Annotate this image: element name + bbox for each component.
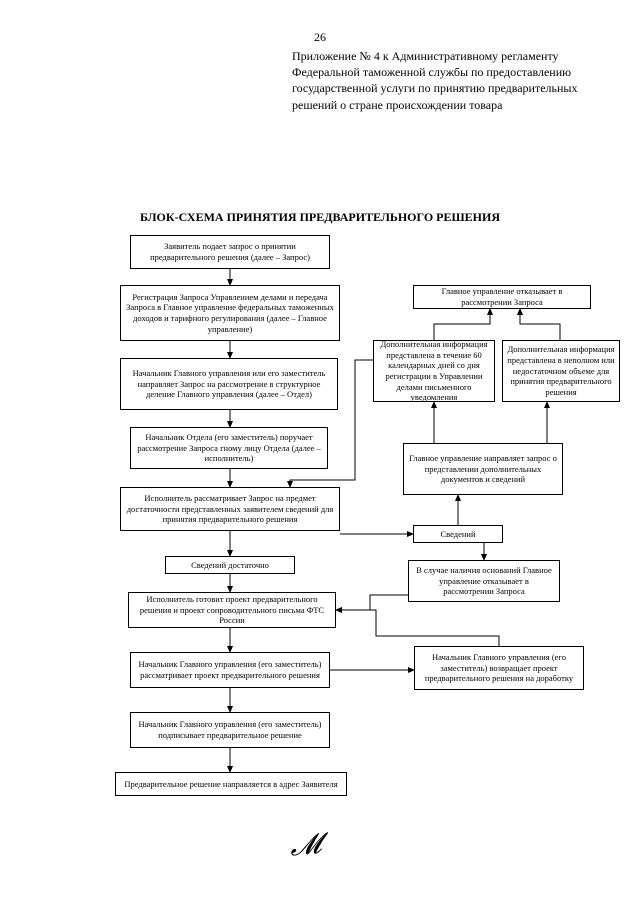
flow-node-r2b: Дополнительная информация представлена в…	[502, 340, 620, 402]
flow-node-r2a: Дополнительная информация представлена в…	[373, 340, 495, 402]
diagram-title: БЛОК-СХЕМА ПРИНЯТИЯ ПРЕДВАРИТЕЛЬНОГО РЕШ…	[0, 210, 640, 225]
flow-node-n8: Начальник Главного управления (его замес…	[130, 652, 330, 688]
flow-node-r4: Сведений	[413, 525, 503, 543]
signature: 𝓜	[289, 829, 323, 864]
flow-node-n10: Предварительное решение направляется в а…	[115, 772, 347, 796]
flow-node-n6: Сведений достаточно	[165, 556, 295, 574]
flow-node-n7: Исполнитель готовит проект предварительн…	[128, 592, 336, 628]
flow-node-r5: В случае наличия оснований Главное управ…	[408, 560, 560, 602]
appendix-text: Приложение № 4 к Административному регла…	[292, 48, 592, 113]
flow-node-n9: Начальник Главного управления (его замес…	[130, 712, 330, 748]
flow-node-n4: Начальник Отдела (его заместитель) поруч…	[130, 427, 328, 469]
page-number: 26	[0, 30, 640, 45]
flow-node-r6: Начальник Главного управления (его замес…	[414, 646, 584, 690]
flow-node-r3: Главное управление направляет запрос о п…	[403, 443, 563, 495]
flow-node-n5: Исполнитель рассматривает Запрос на пред…	[120, 487, 340, 531]
flow-node-n2: Регистрация Запроса Управлением делами и…	[120, 285, 340, 341]
flow-node-n1: Заявитель подает запрос о принятии предв…	[130, 235, 330, 269]
flow-node-n3: Начальник Главного управления или его за…	[120, 358, 338, 410]
flow-node-r1: Главное управление отказывает в рассмотр…	[413, 285, 591, 309]
